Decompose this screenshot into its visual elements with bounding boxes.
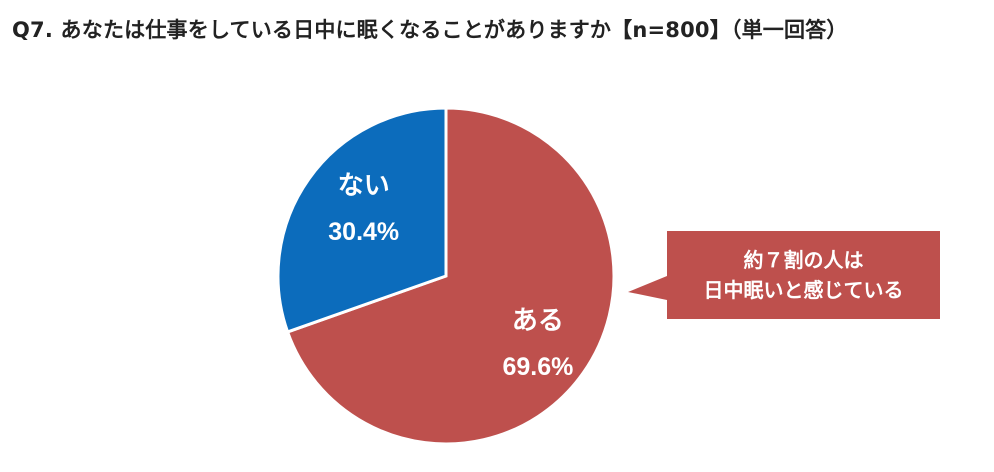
slice-name-label-aru: ある [512, 306, 564, 336]
callout-line-1: 約７割の人は [743, 248, 864, 272]
slice-name-label-nai: ない [338, 171, 390, 201]
pie-slice-aru [285, 106, 616, 446]
callout-text: 約７割の人は 日中眠いと感じている [667, 231, 940, 319]
pie-slice-nai [276, 106, 448, 334]
callout-line-2: 日中眠いと感じている [703, 278, 904, 302]
pie-slices [276, 106, 616, 446]
slice-value-label-aru: 69.6% [502, 353, 573, 381]
slice-value-label-nai: 30.4% [328, 218, 399, 246]
callout-box [628, 231, 940, 319]
pie-labels: ある 69.6% ない 30.4% [328, 171, 573, 381]
chart-title: Q7. あなたは仕事をしている日中に眠くなることがありますか【n=800】（単一… [12, 18, 848, 42]
